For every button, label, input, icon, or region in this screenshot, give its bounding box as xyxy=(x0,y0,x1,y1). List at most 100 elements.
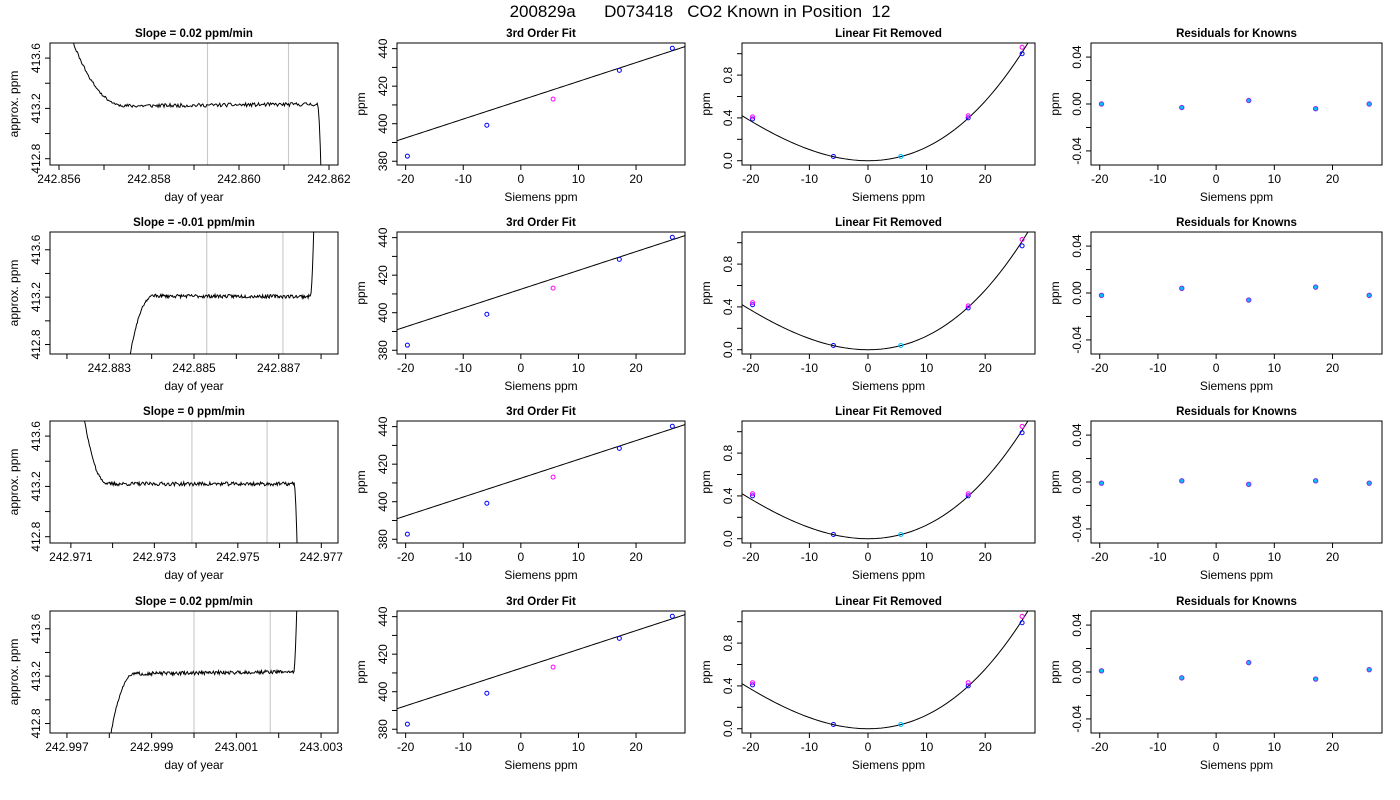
residual-point xyxy=(1098,292,1105,299)
data-point xyxy=(669,45,675,51)
data-point xyxy=(965,305,971,311)
residual-point xyxy=(1366,666,1372,673)
data-point xyxy=(750,302,756,308)
plot-frame xyxy=(49,420,339,544)
plot-frame xyxy=(1090,420,1383,544)
y-tick-label: 0.4 xyxy=(721,109,735,126)
y-axis-label: ppm xyxy=(354,470,368,493)
y-tick-label: -0.04 xyxy=(1070,326,1084,354)
y-tick-label: 0.8 xyxy=(721,634,735,651)
x-tick-label: -20 xyxy=(1091,361,1109,375)
panel-r3-c4: Residuals for Knowns -20 -10 0 10 20 -0.04 0.00… xyxy=(1048,406,1383,582)
panel-title: Slope = -0.01 ppm/min xyxy=(133,217,255,229)
y-tick-label: 413.2 xyxy=(29,661,43,691)
x-tick-label: 0 xyxy=(1213,740,1220,754)
x-tick-label: 10 xyxy=(920,740,934,754)
x-tick-label: -10 xyxy=(1149,361,1167,375)
plot-frame xyxy=(741,231,1036,355)
x-axis-label: Siemens ppm xyxy=(1200,379,1273,393)
y-axis-label: ppm xyxy=(1048,281,1062,304)
x-tick-label: 10 xyxy=(1268,740,1282,754)
data-point xyxy=(830,153,836,159)
x-tick-label: 10 xyxy=(1268,172,1282,186)
panel-title: 3rd Order Fit xyxy=(506,596,576,608)
x-tick-label: 20 xyxy=(629,550,643,564)
ppm-trace-line xyxy=(83,421,298,543)
data-point xyxy=(750,680,756,686)
y-tick-label: 0.0 xyxy=(721,341,735,358)
y-tick-label: 412.8 xyxy=(29,143,43,173)
panel-title: Residuals for Knowns xyxy=(1176,406,1297,418)
x-tick-label: 243.003 xyxy=(299,740,343,754)
x-tick-label: -20 xyxy=(1091,740,1109,754)
panel-title: Slope = 0 ppm/min xyxy=(143,406,245,418)
x-tick-label: 20 xyxy=(629,361,643,375)
residual-point xyxy=(1366,480,1372,486)
residual-point xyxy=(1179,104,1185,111)
x-tick-label: 10 xyxy=(920,550,934,564)
data-point xyxy=(404,153,410,159)
x-tick-label: -20 xyxy=(742,550,760,564)
data-point xyxy=(550,285,556,291)
x-tick-label: 0 xyxy=(517,361,524,375)
plot-frame xyxy=(396,610,686,734)
panel-title: 3rd Order Fit xyxy=(506,217,576,229)
y-tick-label: 413.6 xyxy=(29,234,43,264)
y-tick-label: 0.00 xyxy=(1070,660,1084,684)
residual-point xyxy=(1246,297,1252,303)
plot-area xyxy=(1098,97,1372,112)
y-axis-label: ppm xyxy=(354,660,368,683)
x-axis-label: day of year xyxy=(164,379,223,393)
y-tick-label: 412.8 xyxy=(29,521,43,551)
data-point xyxy=(898,153,904,159)
y-tick-label: 412.8 xyxy=(29,708,43,738)
plot-frame xyxy=(1090,610,1383,734)
y-axis-label: ppm xyxy=(699,470,713,493)
plot-area xyxy=(397,45,685,159)
data-point xyxy=(965,493,971,499)
plot-frame xyxy=(741,420,1036,544)
x-axis-label: day of year xyxy=(164,568,223,582)
y-tick-label: 440 xyxy=(376,38,390,58)
x-tick-label: 0 xyxy=(865,361,872,375)
x-axis-label: Siemens ppm xyxy=(504,190,577,204)
plot-area xyxy=(742,43,1029,162)
x-tick-label: 20 xyxy=(1326,550,1340,564)
y-tick-label: 412.8 xyxy=(29,329,43,359)
y-tick-label: 380 xyxy=(376,151,390,171)
x-tick-label: -10 xyxy=(801,361,819,375)
x-tick-label: 242.862 xyxy=(307,172,351,186)
panel-title: Linear Fit Removed xyxy=(835,596,942,608)
x-tick-label: -20 xyxy=(1091,172,1109,186)
y-tick-label: 413.6 xyxy=(29,421,43,451)
fit-curve-line xyxy=(742,611,1029,730)
data-point xyxy=(830,342,836,348)
plot-area xyxy=(397,423,685,537)
panel-r3-c2: 3rd Order Fit -20 -10 0 10 20 380 400 420 440 Siem… xyxy=(354,406,686,582)
y-tick-label: 420 xyxy=(376,76,390,96)
fit-curve-line xyxy=(397,235,685,331)
x-tick-label: 0 xyxy=(517,550,524,564)
plot-area xyxy=(1098,659,1372,682)
plot-area xyxy=(129,232,315,354)
y-tick-label: 0.4 xyxy=(721,487,735,504)
x-axis-label: Siemens ppm xyxy=(852,190,925,204)
x-tick-label: 242.860 xyxy=(217,172,261,186)
data-point xyxy=(750,682,756,688)
x-tick-label: 0 xyxy=(1213,361,1220,375)
ppm-trace-line xyxy=(110,611,298,733)
panel-title: Residuals for Knowns xyxy=(1176,596,1297,608)
x-tick-label: 242.971 xyxy=(49,550,93,564)
data-point xyxy=(898,721,904,727)
x-tick-label: 10 xyxy=(1268,550,1282,564)
y-tick-label: 0.04 xyxy=(1070,613,1084,637)
y-tick-label: 0.04 xyxy=(1070,423,1084,447)
y-tick-label: 380 xyxy=(376,719,390,739)
y-axis-label: ppm xyxy=(1048,470,1062,493)
panel-title: Linear Fit Removed xyxy=(835,28,942,40)
x-axis-label: Siemens ppm xyxy=(852,758,925,772)
x-tick-label: -10 xyxy=(801,172,819,186)
plot-frame xyxy=(1090,231,1383,355)
figure-title: 200829a D073418 CO2 Known in Position 12 xyxy=(509,2,891,21)
data-point xyxy=(965,303,971,309)
